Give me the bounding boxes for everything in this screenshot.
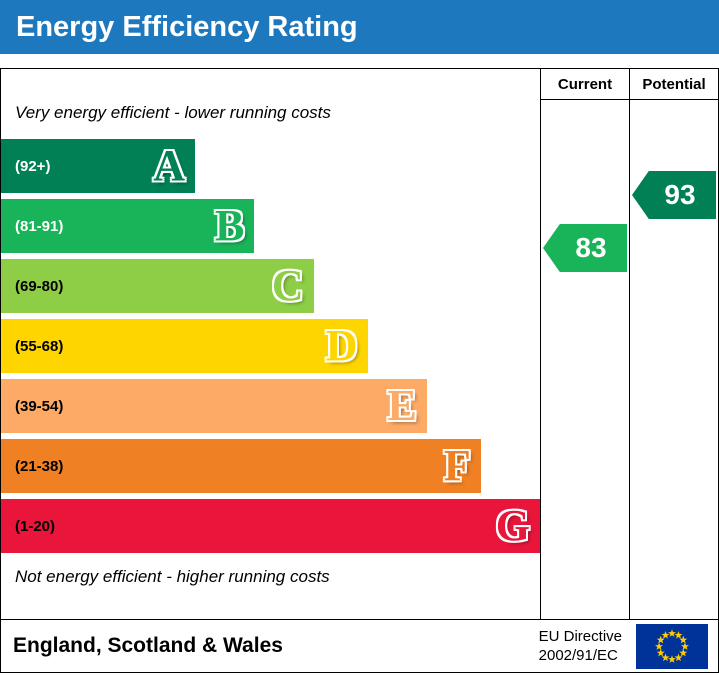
band-bar-d: (55-68) D <box>1 319 368 373</box>
region-label: England, Scotland & Wales <box>13 634 283 657</box>
band-range-label: (21-38) <box>15 457 64 475</box>
band-row-c: (69-80) C <box>1 259 540 313</box>
band-row-e: (39-54) E <box>1 379 540 433</box>
band-row-b: (81-91) B <box>1 199 540 253</box>
band-range-label: (69-80) <box>15 277 64 295</box>
band-range-label: (39-54) <box>15 397 64 415</box>
band-letter: C <box>271 261 304 310</box>
chart-footer: England, Scotland & Wales EU Directive 2… <box>1 620 718 672</box>
band-bar-f: (21-38) F <box>1 439 481 493</box>
band-range-label: (92+) <box>15 157 51 175</box>
current-column-body: 83 <box>541 100 629 619</box>
band-row-g: (1-20) G <box>1 499 540 553</box>
page-title: Energy Efficiency Rating <box>0 0 719 54</box>
bands-area: Very energy efficient - lower running co… <box>1 69 540 619</box>
band-letter: D <box>325 321 358 370</box>
current-rating-value: 83 <box>575 232 607 263</box>
band-letter: A <box>153 141 186 190</box>
potential-column: Potential 93 <box>629 69 718 619</box>
band-bar-g: (1-20) G <box>1 499 540 553</box>
chart-area: Very energy efficient - lower running co… <box>1 69 718 620</box>
epc-chart: Very energy efficient - lower running co… <box>0 68 719 673</box>
band-range-label: (81-91) <box>15 217 64 235</box>
band-range-label: (55-68) <box>15 337 64 355</box>
band-row-a: (92+) A <box>1 139 540 193</box>
top-note: Very energy efficient - lower running co… <box>15 103 331 122</box>
band-letter: E <box>387 381 417 430</box>
bottom-note: Not energy efficient - higher running co… <box>15 567 330 586</box>
band-letter: G <box>495 501 530 550</box>
band-bar-c: (69-80) C <box>1 259 314 313</box>
band-range-label: (1-20) <box>15 517 56 535</box>
current-column-header: Current <box>541 69 629 100</box>
potential-column-header: Potential <box>630 69 718 100</box>
band-bar-b: (81-91) B <box>1 199 255 253</box>
current-column: Current 83 <box>540 69 629 619</box>
band-bar-e: (39-54) E <box>1 379 427 433</box>
eu-directive-line1: EU Directive <box>538 627 622 645</box>
band-bar-a: (92+) A <box>1 139 196 193</box>
potential-rating-value: 93 <box>664 179 696 210</box>
potential-rating-arrow: 93 <box>632 171 716 219</box>
current-rating-arrow: 83 <box>543 224 627 272</box>
potential-column-body: 93 <box>630 100 718 619</box>
band-row-f: (21-38) F <box>1 439 540 493</box>
band-letter: F <box>443 441 471 490</box>
band-letter: B <box>214 201 245 250</box>
band-row-d: (55-68) D <box>1 319 540 373</box>
page-title-text: Energy Efficiency Rating <box>16 10 358 43</box>
eu-flag-icon <box>636 623 708 669</box>
eu-directive-line2: 2002/91/EC <box>538 647 618 664</box>
eu-directive-label: EU Directive 2002/91/EC <box>539 627 622 666</box>
